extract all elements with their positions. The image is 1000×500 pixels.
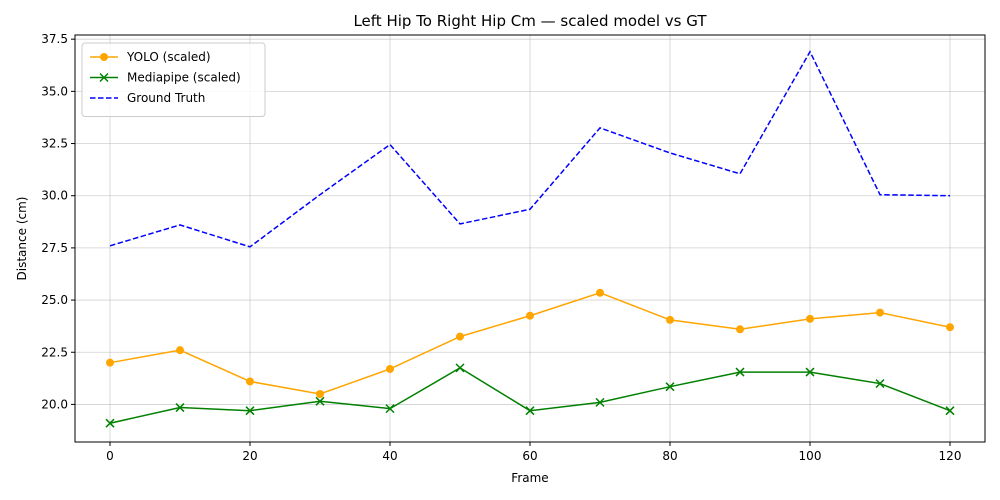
x-marker-stroke: [245, 406, 255, 416]
y-tick-label: 20.0: [41, 397, 68, 411]
x-marker-stroke: [315, 396, 325, 406]
data-point: [736, 325, 744, 334]
y-tick-label: 22.5: [41, 345, 68, 359]
data-point: [526, 311, 534, 320]
x-marker-stroke: [875, 379, 885, 389]
x-tick-label: 40: [382, 449, 397, 463]
x-tick-label: 0: [106, 449, 114, 463]
legend-entry: YOLO (scaled): [90, 50, 211, 64]
chart-title: Left Hip To Right Hip Cm — scaled model …: [353, 12, 707, 30]
grid: [75, 35, 985, 442]
y-axis-title: Distance (cm): [15, 197, 29, 281]
data-point: [386, 364, 394, 373]
y-tick-label: 32.5: [41, 137, 68, 151]
data-point: [105, 418, 115, 428]
x-marker-stroke: [805, 367, 815, 377]
data-point: [876, 308, 884, 317]
legend-label: Mediapipe (scaled): [127, 71, 241, 85]
data-point: [875, 379, 885, 389]
series-lines: [105, 50, 955, 428]
y-tick-label: 37.5: [41, 32, 68, 46]
data-point: [456, 332, 464, 341]
data-point: [945, 406, 955, 416]
data-point: [455, 363, 465, 373]
x-tick-label: 120: [939, 449, 962, 463]
x-marker-stroke: [525, 406, 535, 416]
x-marker-stroke: [385, 404, 395, 414]
data-point: [385, 404, 395, 414]
data-point: [595, 397, 605, 407]
data-point: [106, 358, 114, 367]
x-tick-label: 100: [799, 449, 822, 463]
x-marker-stroke: [665, 382, 675, 392]
data-point: [315, 396, 325, 406]
axis-ticks: 0 20 40 60 80 100 120 20.0 22.5 25.0 27.5 30.0 32.5 3…: [41, 32, 961, 463]
data-point: [175, 403, 185, 413]
legend-label: YOLO (scaled): [126, 50, 211, 64]
series-line: [109, 50, 951, 248]
data-point: [525, 406, 535, 416]
x-tick-label: 60: [522, 449, 537, 463]
legend-marker: [100, 53, 108, 61]
data-point: [806, 314, 814, 323]
x-marker-stroke: [455, 363, 465, 373]
data-point: [596, 288, 604, 297]
data-point: [316, 389, 324, 398]
legend: YOLO (scaled) Mediapipe (scaled) Ground Tr…: [81, 42, 266, 117]
data-point: [665, 382, 675, 392]
y-tick-label: 35.0: [41, 84, 68, 98]
data-point: [176, 346, 184, 355]
x-marker-stroke: [99, 72, 109, 83]
legend-entry: Ground Truth: [90, 91, 205, 105]
legend-box: [81, 42, 266, 117]
data-point: [246, 377, 254, 386]
data-point: [946, 323, 954, 332]
x-axis-title: Frame: [511, 471, 548, 485]
legend-entry: Mediapipe (scaled): [90, 71, 241, 85]
x-tick-label: 80: [662, 449, 677, 463]
legend-label: Ground Truth: [127, 91, 205, 105]
data-point: [805, 367, 815, 377]
x-marker-stroke: [945, 406, 955, 416]
x-marker-stroke: [735, 367, 745, 377]
x-marker-stroke: [175, 403, 185, 413]
x-marker-stroke: [105, 418, 115, 428]
legend-marker: [99, 72, 109, 83]
data-point: [735, 367, 745, 377]
data-point: [666, 315, 674, 324]
x-tick-label: 20: [242, 449, 257, 463]
y-tick-label: 25.0: [41, 293, 68, 307]
y-tick-label: 27.5: [41, 241, 68, 255]
x-marker-stroke: [595, 397, 605, 407]
data-point: [245, 406, 255, 416]
y-tick-label: 30.0: [41, 189, 68, 203]
